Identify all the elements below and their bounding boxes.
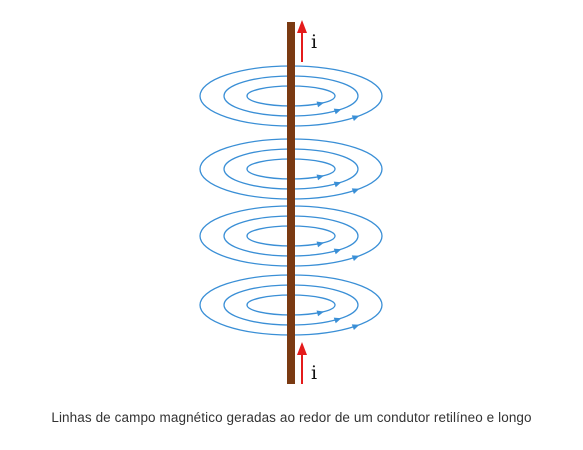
field-direction-arrow: [316, 241, 325, 248]
field-direction-arrow: [316, 101, 325, 108]
figure-caption: Linhas de campo magnético geradas ao red…: [51, 410, 532, 425]
current-arrow-bottom: [297, 342, 307, 384]
field-direction-arrow: [333, 181, 342, 188]
field-direction-arrow: [316, 310, 325, 317]
conductor-wire: [287, 22, 295, 384]
current-label-top: i: [311, 31, 317, 53]
current-arrow-top: [297, 20, 307, 62]
field-direction-arrow: [351, 255, 360, 262]
field-direction-arrow: [316, 174, 325, 181]
field-direction-arrow: [333, 317, 342, 324]
field-direction-arrow: [351, 324, 360, 331]
field-direction-arrow: [333, 108, 342, 115]
field-direction-arrow: [351, 115, 360, 122]
field-direction-arrow: [351, 188, 360, 195]
field-direction-arrow: [333, 248, 342, 255]
current-label-bottom: i: [311, 362, 317, 384]
